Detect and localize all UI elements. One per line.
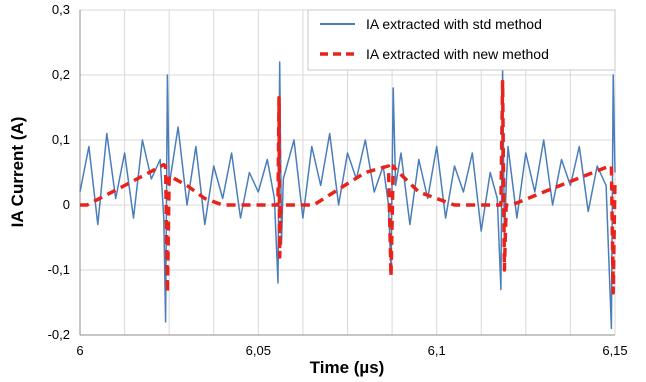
series-line-new-method xyxy=(80,79,617,295)
series-layer xyxy=(79,61,617,330)
legend-label-new: IA extracted with new method xyxy=(366,46,549,62)
y-tick-label: -0,1 xyxy=(48,262,70,277)
legend-label-std: IA extracted with std method xyxy=(366,16,542,32)
x-tick-label: 6,1 xyxy=(428,343,446,358)
y-tick-label: 0,2 xyxy=(52,67,70,82)
axes xyxy=(79,10,615,336)
series-line-std-method xyxy=(79,61,616,330)
y-tick-label: 0,1 xyxy=(52,132,70,147)
x-tick-label: 6,05 xyxy=(246,343,271,358)
y-axis-title: IA Current (A) xyxy=(8,117,27,228)
tick-labels: -0,2 -0,1 0 0,1 0,2 0,3 6 6,05 6,1 6,15 xyxy=(48,2,628,358)
y-tick-label: -0,2 xyxy=(48,327,70,342)
x-axis-title: Time (µs) xyxy=(310,358,385,377)
x-tick-label: 6 xyxy=(76,343,83,358)
legend: IA extracted with std method IA extracte… xyxy=(307,9,616,71)
y-tick-label: 0 xyxy=(63,197,70,212)
legend-box xyxy=(307,9,616,71)
x-tick-label: 6,15 xyxy=(602,343,627,358)
y-tick-label: 0,3 xyxy=(52,2,70,17)
